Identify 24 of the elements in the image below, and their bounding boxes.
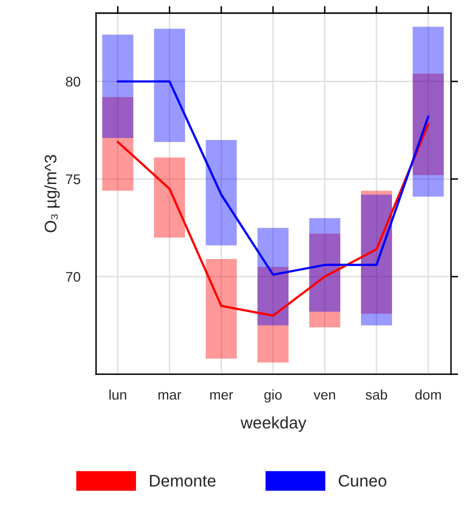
- y-tick-label: 70: [66, 272, 80, 282]
- line-series: [116, 123, 430, 317]
- x-tick-label: sab: [366, 389, 388, 400]
- x-tick-label: mar: [158, 392, 182, 400]
- x-tick-label: mer: [210, 392, 233, 400]
- bar: [206, 140, 237, 246]
- x-tick-label: ven: [314, 392, 336, 400]
- bar: [309, 218, 340, 312]
- x-tick-label: gio: [264, 389, 282, 402]
- x-axis-title: weekday: [240, 416, 306, 432]
- line-series: [116, 80, 430, 276]
- legend-label: Cuneo: [338, 474, 386, 487]
- bar: [154, 28, 186, 142]
- y-axis-title: O₃ µg/m^3: [44, 154, 60, 232]
- bar: [206, 259, 237, 359]
- bar: [154, 158, 186, 238]
- bar: [257, 228, 289, 326]
- y-tick-label: 75: [66, 174, 80, 184]
- y-tick-label: 80: [66, 76, 80, 87]
- bar: [102, 34, 134, 138]
- x-tick-label: lun: [109, 389, 126, 400]
- legend-label: Demonte: [150, 475, 216, 487]
- x-tick-label: dom: [415, 389, 441, 400]
- bar: [412, 26, 444, 197]
